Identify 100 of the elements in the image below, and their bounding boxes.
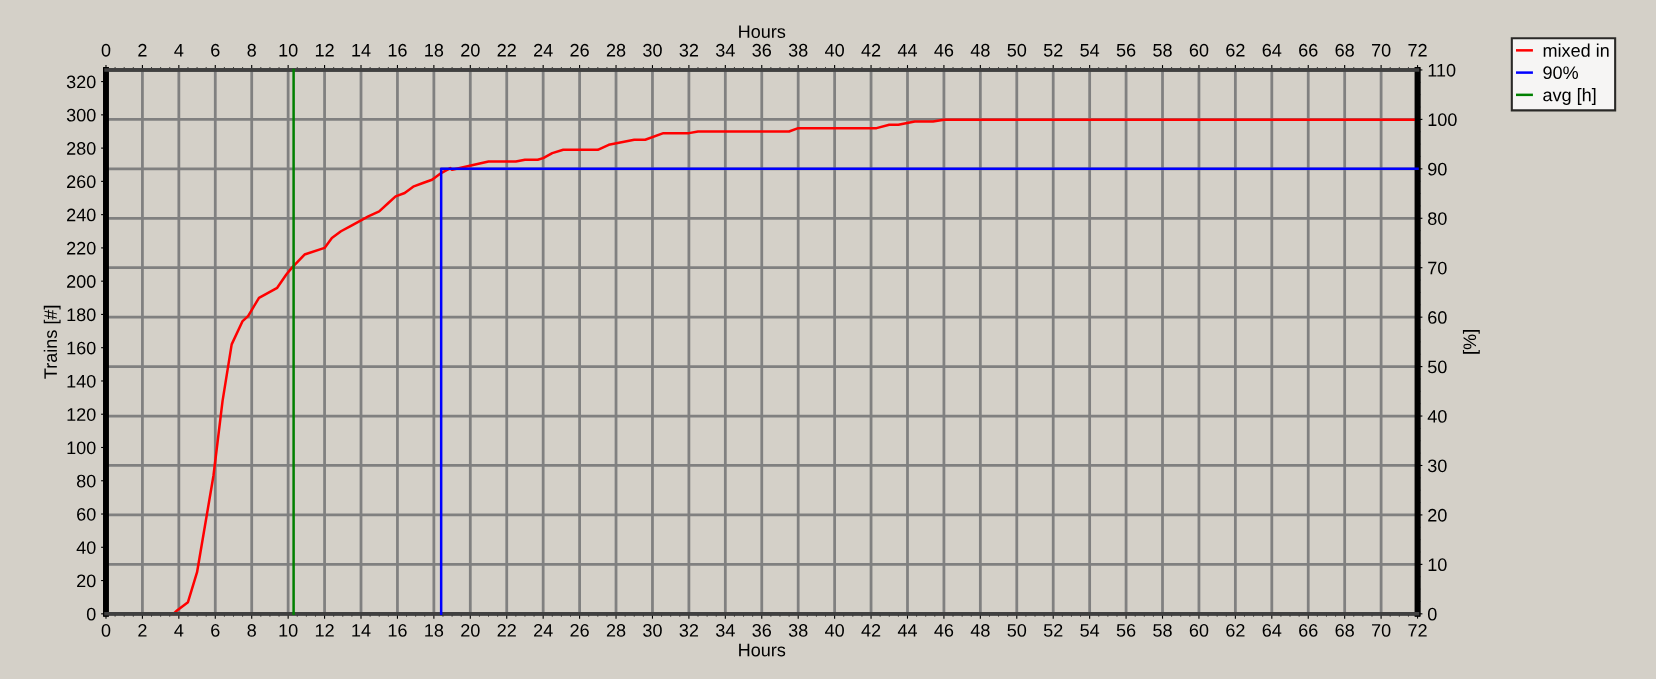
x-tick-label: 58 — [1153, 624, 1172, 637]
x2-tick-label: 58 — [1153, 43, 1172, 57]
y-tick-label: 280 — [67, 142, 96, 155]
y-tick-label: 120 — [67, 408, 96, 421]
y2-tick-label: 60 — [1428, 311, 1447, 324]
x-tick-label: 62 — [1226, 624, 1245, 637]
y-tick-label: 180 — [67, 308, 96, 322]
x2-tick-label: 44 — [897, 44, 917, 57]
y2-tick-label: 0 — [1427, 607, 1437, 621]
y-tick-label: 240 — [67, 208, 96, 222]
x2-tick-label: 22 — [497, 43, 516, 57]
x-tick-label: 4 — [174, 624, 184, 637]
x-tick-label: 42 — [861, 624, 881, 637]
x2-tick-label: 38 — [788, 43, 808, 57]
x2-tick-label: 66 — [1299, 43, 1318, 57]
y-tick-label: 60 — [77, 507, 96, 521]
y2-axis-title: [%] — [1462, 330, 1480, 354]
y-tick-label: 200 — [67, 275, 96, 288]
x-tick-label: 48 — [970, 624, 990, 637]
y-tick-label: 260 — [67, 175, 96, 189]
x2-tick-label: 46 — [934, 43, 954, 57]
x2-tick-label: 60 — [1189, 43, 1209, 57]
x2-tick-label: 24 — [534, 43, 553, 57]
y2-tick-label: 100 — [1428, 113, 1457, 127]
x2-tick-label: 6 — [211, 43, 220, 57]
x2-tick-label: 70 — [1371, 43, 1391, 57]
y2-tick-label: 40 — [1427, 409, 1447, 423]
x-tick-label: 10 — [279, 624, 298, 637]
x-tick-label: 32 — [679, 624, 699, 637]
x-tick-label: 34 — [715, 624, 735, 637]
x-tick-label: 12 — [315, 624, 334, 637]
y-tick-label: 0 — [86, 607, 96, 621]
x2-tick-label: 36 — [752, 43, 772, 57]
x-tick-label: 50 — [1007, 624, 1027, 637]
y-axis-title: Trains [#] — [43, 305, 61, 379]
x-tick-label: 24 — [534, 624, 553, 637]
x-tick-label: 70 — [1371, 624, 1391, 637]
x-tick-label: 0 — [101, 624, 111, 637]
y2-tick-label: 20 — [1428, 508, 1447, 522]
y-tick-label: 80 — [76, 474, 96, 488]
y-tick-label: 140 — [67, 374, 96, 388]
x2-tick-label: 42 — [861, 43, 881, 57]
x2-tick-label: 18 — [425, 43, 444, 57]
x-tick-label: 60 — [1189, 624, 1209, 637]
x-tick-label: 54 — [1080, 624, 1100, 637]
y2-tick-label: 50 — [1427, 360, 1447, 374]
x-tick-label: 26 — [570, 624, 589, 637]
x2-tick-label: 34 — [715, 43, 735, 57]
x-tick-label: 20 — [461, 624, 480, 637]
legend-label: avg [h] — [1543, 88, 1596, 105]
x2-tick-label: 32 — [679, 43, 699, 57]
x-tick-label: 8 — [247, 624, 256, 637]
x2-axis-title: Hours — [739, 25, 786, 39]
y2-tick-label: 70 — [1428, 261, 1447, 275]
x2-tick-label: 40 — [825, 43, 844, 57]
x-tick-label: 64 — [1262, 624, 1282, 637]
y-tick-label: 40 — [76, 541, 96, 555]
x-tick-label: 14 — [352, 624, 371, 637]
x2-tick-label: 54 — [1080, 44, 1100, 57]
y2-tick-label: 10 — [1428, 558, 1447, 572]
y-tick-label: 220 — [67, 241, 96, 255]
y2-tick-label: 90 — [1428, 162, 1447, 176]
x-tick-label: 66 — [1299, 624, 1318, 637]
x-tick-label: 52 — [1043, 624, 1063, 637]
y2-tick-label: 30 — [1427, 459, 1447, 473]
y-tick-label: 100 — [67, 441, 96, 455]
x-tick-label: 30 — [643, 624, 662, 637]
x2-tick-label: 14 — [352, 44, 371, 57]
x-tick-label: 40 — [825, 624, 844, 637]
x2-tick-label: 48 — [970, 43, 990, 57]
x2-tick-label: 16 — [388, 43, 407, 57]
x2-tick-label: 26 — [570, 43, 589, 57]
x-tick-label: 6 — [211, 624, 220, 637]
y-tick-label: 20 — [77, 574, 96, 588]
x-tick-label: 68 — [1335, 624, 1354, 637]
x2-tick-label: 30 — [643, 43, 662, 57]
x2-tick-label: 68 — [1335, 43, 1354, 57]
x2-tick-label: 56 — [1116, 43, 1136, 57]
x-tick-label: 72 — [1408, 624, 1427, 637]
y-tick-label: 160 — [67, 341, 96, 355]
x2-tick-label: 12 — [315, 43, 334, 57]
x2-tick-label: 62 — [1226, 43, 1245, 57]
x-tick-label: 2 — [138, 624, 147, 637]
y-tick-label: 320 — [66, 75, 96, 89]
x-tick-label: 46 — [934, 624, 954, 637]
y-tick-label: 300 — [66, 108, 96, 122]
x-axis-title: Hours — [739, 643, 786, 657]
x2-tick-label: 72 — [1408, 43, 1427, 57]
x2-tick-label: 52 — [1043, 43, 1063, 57]
x-tick-label: 44 — [897, 624, 917, 637]
x-tick-label: 18 — [425, 624, 444, 637]
x2-tick-label: 2 — [138, 43, 147, 57]
x2-tick-label: 10 — [279, 43, 298, 57]
legend-label: mixed in — [1543, 43, 1609, 57]
legend-label: 90% — [1543, 66, 1578, 80]
x2-tick-label: 28 — [606, 43, 626, 57]
x2-tick-label: 0 — [101, 43, 111, 57]
y2-tick-label: 80 — [1428, 212, 1447, 225]
x2-tick-label: 64 — [1262, 43, 1282, 57]
x-tick-label: 38 — [788, 624, 808, 637]
